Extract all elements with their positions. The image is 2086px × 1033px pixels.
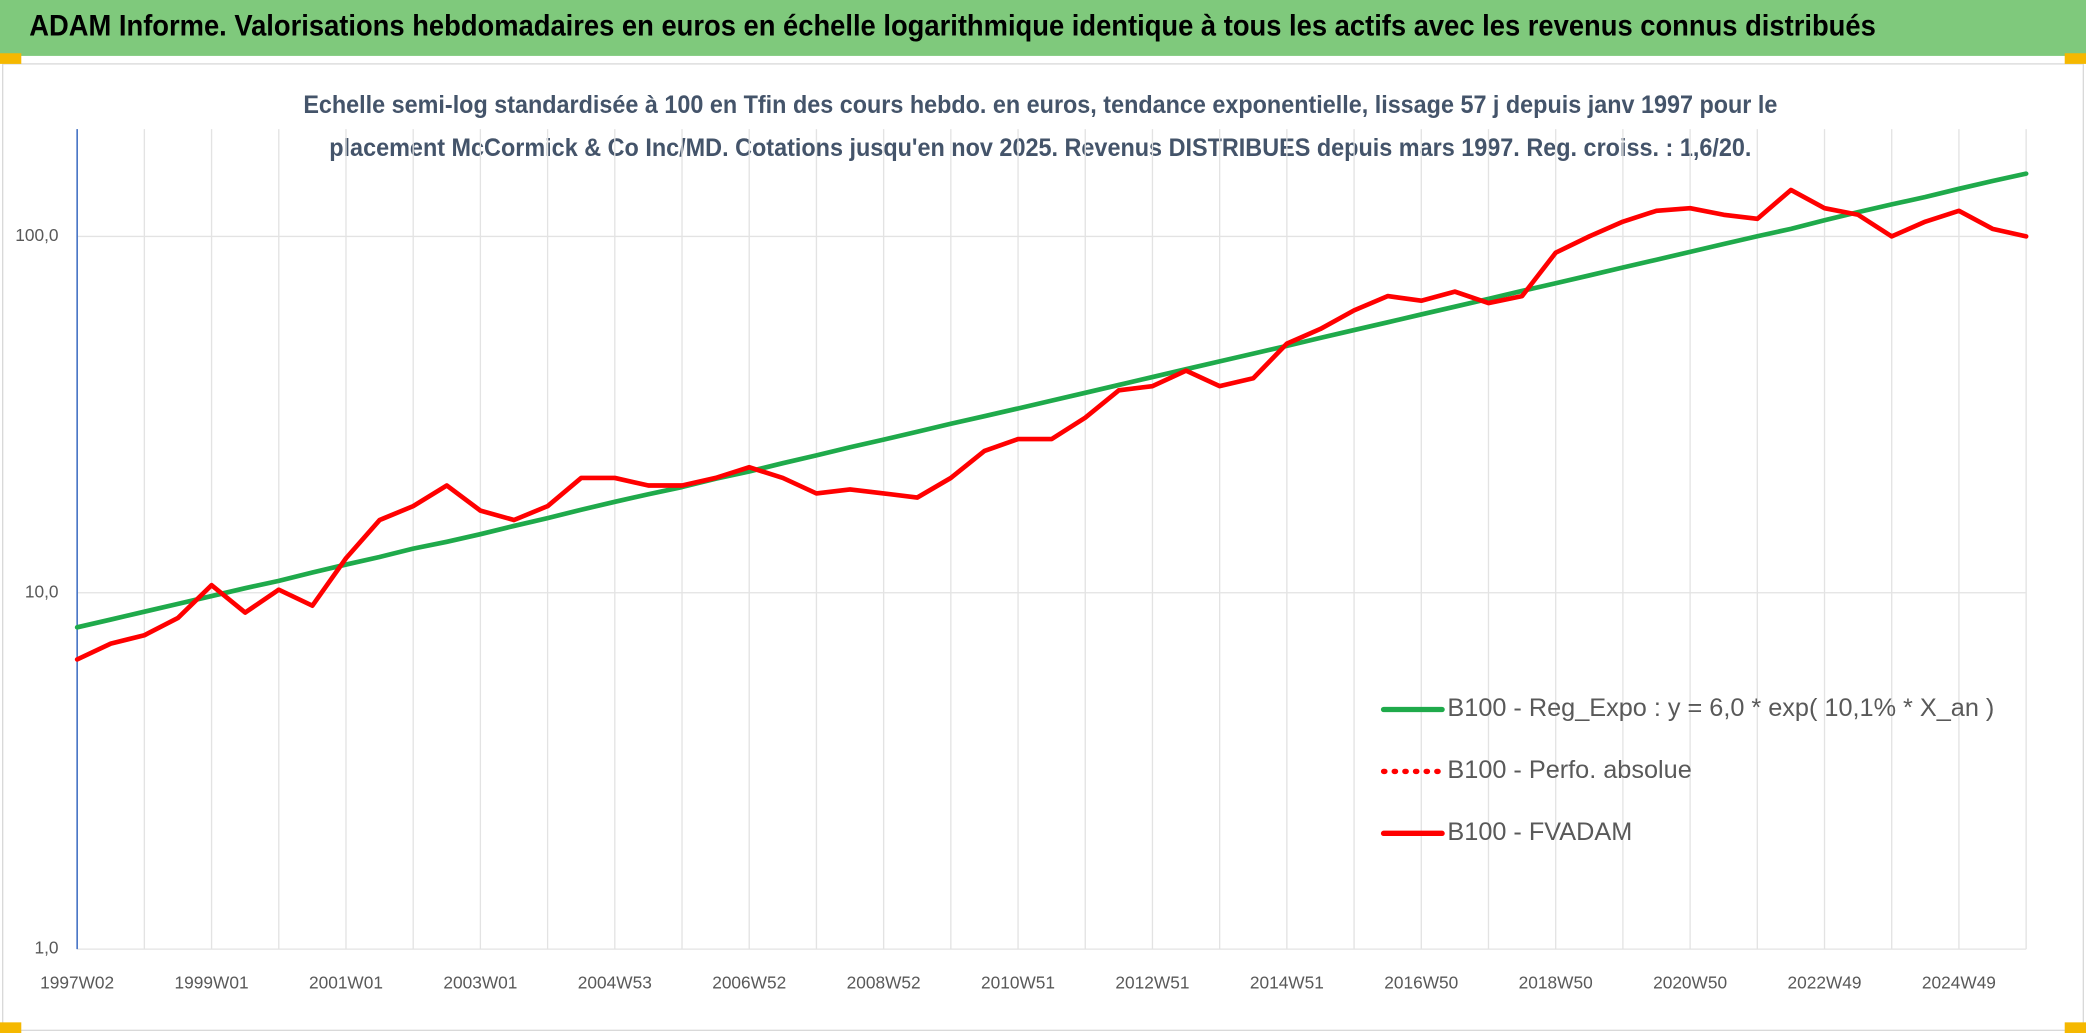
- x-tick-label: 2020W50: [1653, 972, 1727, 992]
- x-tick-label: 2004W53: [578, 972, 652, 992]
- legend-label: B100 - FVADAM: [1447, 818, 1632, 846]
- x-tick-label: 2022W49: [1788, 972, 1862, 992]
- x-tick-label: 1997W02: [40, 972, 114, 992]
- y-tick-label: 100,0: [15, 225, 58, 245]
- x-tick-label: 2018W50: [1519, 972, 1593, 992]
- x-tick-label: 1999W01: [175, 972, 249, 992]
- corner: [0, 1022, 22, 1033]
- x-tick-label: 2016W50: [1384, 972, 1458, 992]
- x-tick-label: 2010W51: [981, 972, 1055, 992]
- x-tick-label: 2001W01: [309, 972, 383, 992]
- x-tick-label: 2014W51: [1250, 972, 1324, 992]
- chart-border: [1, 63, 2085, 1032]
- corner: [2064, 1022, 2086, 1033]
- series-line: [74, 187, 2029, 662]
- legend-label: B100 - Perfo. absolue: [1447, 756, 1691, 784]
- chart-title: Echelle semi-log standardisée à 100 en T…: [303, 91, 1777, 119]
- x-tick-label: 2024W49: [1922, 972, 1996, 992]
- series-line: [74, 171, 2029, 630]
- y-tick-label: 1,0: [34, 938, 58, 958]
- header-title: ADAM Informe. Valorisations hebdomadaire…: [29, 11, 1876, 43]
- x-tick-label: 2003W01: [443, 972, 517, 992]
- x-tick-label: 2012W51: [1115, 972, 1189, 992]
- chart-title: placement McCormick & Co Inc/MD. Cotatio…: [329, 134, 1751, 162]
- y-tick-label: 10,0: [25, 581, 59, 601]
- header-bar: [0, 0, 2086, 56]
- x-tick-label: 2006W52: [712, 972, 786, 992]
- corner: [2064, 53, 2086, 64]
- legend-label: B100 - Reg_Expo : y = 6,0 * exp( 10,1% *…: [1447, 694, 1994, 722]
- corner: [0, 53, 22, 64]
- x-tick-label: 2008W52: [847, 972, 921, 992]
